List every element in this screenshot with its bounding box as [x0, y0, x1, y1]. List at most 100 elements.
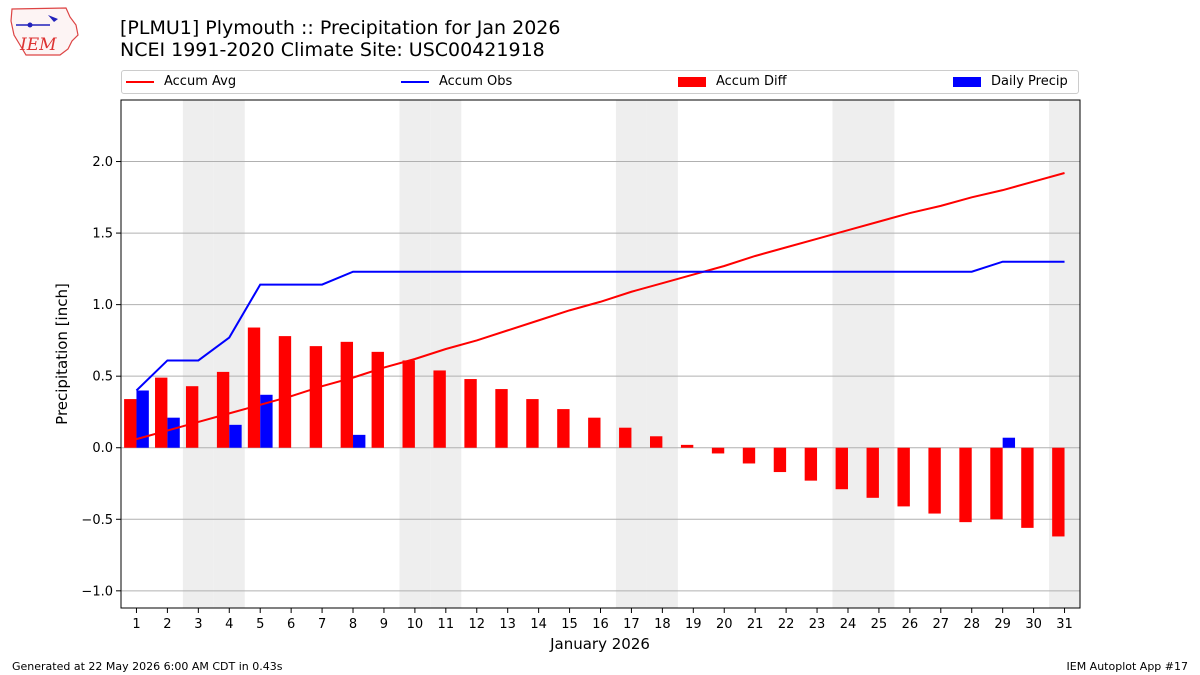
x-tick-label: 17	[623, 617, 640, 632]
accum-avg-line	[136, 172, 1065, 441]
y-axis-label: Precipitation [inch]	[53, 283, 71, 425]
chart-title: [PLMU1] Plymouth :: Precipitation for Ja…	[120, 17, 561, 39]
legend-label-accum-avg: Accum Avg	[164, 74, 237, 89]
x-tick-label: 30	[1025, 617, 1042, 632]
weekend-band-3	[182, 100, 214, 608]
legend-item-accum-avg: Accum Avg	[126, 71, 236, 93]
x-tick-label: 23	[809, 617, 826, 632]
y-tick-label: −0.5	[81, 513, 113, 528]
x-tick-label: 31	[1056, 617, 1073, 632]
x-tick-label: 20	[716, 617, 733, 632]
y-tick-label: 1.5	[92, 227, 113, 242]
accum-diff-bar-2	[155, 377, 168, 448]
x-tick-label: 8	[349, 617, 357, 632]
legend-item-daily-precip: Daily Precip	[953, 71, 1068, 93]
accum-diff-bar-15	[557, 409, 570, 448]
chart-subtitle: NCEI 1991-2020 Climate Site: USC00421918	[120, 39, 545, 61]
accum-diff-bar-7	[309, 346, 323, 448]
x-tick-label: 28	[963, 617, 980, 632]
chart-legend: Accum Avg Accum Obs Accum Diff Daily Pre…	[121, 70, 1079, 94]
accum-diff-bar-28	[959, 447, 972, 523]
daily-precip-bar-29	[1002, 437, 1016, 448]
x-tick-label: 9	[380, 617, 388, 632]
accum-diff-bar-26	[897, 447, 910, 507]
accum-diff-bar-4	[216, 371, 230, 448]
accum-obs-line	[135, 260, 1065, 392]
accum-diff-bar-11	[433, 370, 446, 448]
x-tick-label: 5	[256, 617, 264, 632]
legend-item-accum-obs: Accum Obs	[401, 71, 512, 93]
footer-generated: Generated at 22 May 2026 6:00 AM CDT in …	[12, 660, 283, 673]
accum-diff-bar-24	[835, 447, 848, 490]
x-tick-label: 6	[287, 617, 295, 632]
x-tick-label: 26	[902, 617, 919, 632]
weekend-shading	[182, 100, 1080, 608]
legend-swatch-daily-precip	[953, 76, 981, 87]
daily-precip-bar-5	[260, 394, 273, 448]
x-tick-label: 7	[318, 617, 326, 632]
accum-diff-bar-27	[928, 447, 941, 514]
weekend-band-24	[832, 100, 864, 608]
weekend-band-11	[430, 100, 462, 608]
plot-frame	[120, 99, 1081, 609]
accum-diff-bar-13	[495, 389, 508, 448]
accum-diff-bar-5	[247, 327, 261, 448]
legend-label-daily-precip: Daily Precip	[991, 74, 1068, 89]
x-tick-label: 19	[685, 617, 702, 632]
accum-diff-bar-29	[990, 447, 1003, 520]
weekend-band-4	[213, 100, 245, 608]
x-tick-label: 12	[468, 617, 485, 632]
accum-diff-bar-23	[804, 447, 818, 481]
accum-diff-bar-19	[680, 444, 694, 448]
grid-lines	[121, 161, 1080, 592]
x-tick-label: 1	[132, 617, 140, 632]
x-tick-label: 27	[933, 617, 950, 632]
legend-swatch-accum-diff	[678, 76, 706, 87]
daily-precip-bar-8	[353, 434, 366, 448]
y-tick-label: −1.0	[81, 584, 113, 599]
legend-item-accum-diff: Accum Diff	[678, 71, 787, 93]
x-axis-label: January 2026	[549, 635, 650, 653]
x-tick-label: 10	[407, 617, 424, 632]
accum-diff-bar-10	[402, 360, 415, 448]
x-tick-label: 4	[225, 617, 233, 632]
accum-diff-bar-14	[526, 399, 539, 448]
daily-precip-bar-4	[229, 424, 242, 448]
accum-diff-bar-21	[742, 447, 756, 464]
x-tick-label: 25	[871, 617, 888, 632]
accum-diff-bar-31	[1052, 447, 1065, 537]
weekend-band-25	[863, 100, 895, 608]
accum-diff-bar-1	[124, 399, 137, 448]
x-tick-label: 3	[194, 617, 202, 632]
weekend-band-10	[399, 100, 431, 608]
accum-diff-bar-9	[371, 351, 384, 448]
accum-diff-bar-18	[649, 436, 663, 448]
accum-diff-bar-30	[1021, 447, 1034, 528]
accum-diff-bar-3	[185, 386, 199, 448]
legend-label-accum-obs: Accum Obs	[439, 74, 513, 89]
accum-diff-bar-17	[619, 427, 632, 448]
accum-diff-bar-25	[866, 447, 879, 498]
y-tick-label: 0.0	[92, 441, 113, 456]
iem-logo: IEM	[10, 7, 79, 56]
legend-swatch-accum-avg	[126, 80, 154, 83]
daily-precip-bar-1	[136, 390, 149, 448]
weekend-band-18	[646, 100, 678, 608]
accum-diff-bar-6	[278, 336, 292, 448]
x-tick-label: 15	[561, 617, 578, 632]
x-tick-label: 22	[778, 617, 795, 632]
y-tick-label: 2.0	[92, 155, 113, 170]
accum-diff-bar-16	[588, 417, 601, 448]
accum-diff-bar-22	[773, 447, 787, 473]
x-tick-label: 14	[530, 617, 547, 632]
x-tick-label: 21	[747, 617, 764, 632]
x-tick-label: 11	[438, 617, 455, 632]
daily-precip-bar-2	[167, 417, 180, 448]
logo-text: IEM	[19, 35, 57, 55]
footer-app: IEM Autoplot App #17	[1066, 660, 1189, 673]
accum-diff-bar-12	[464, 379, 477, 448]
x-tick-label: 29	[994, 617, 1011, 632]
lines	[135, 172, 1065, 441]
legend-swatch-accum-obs	[401, 80, 429, 83]
